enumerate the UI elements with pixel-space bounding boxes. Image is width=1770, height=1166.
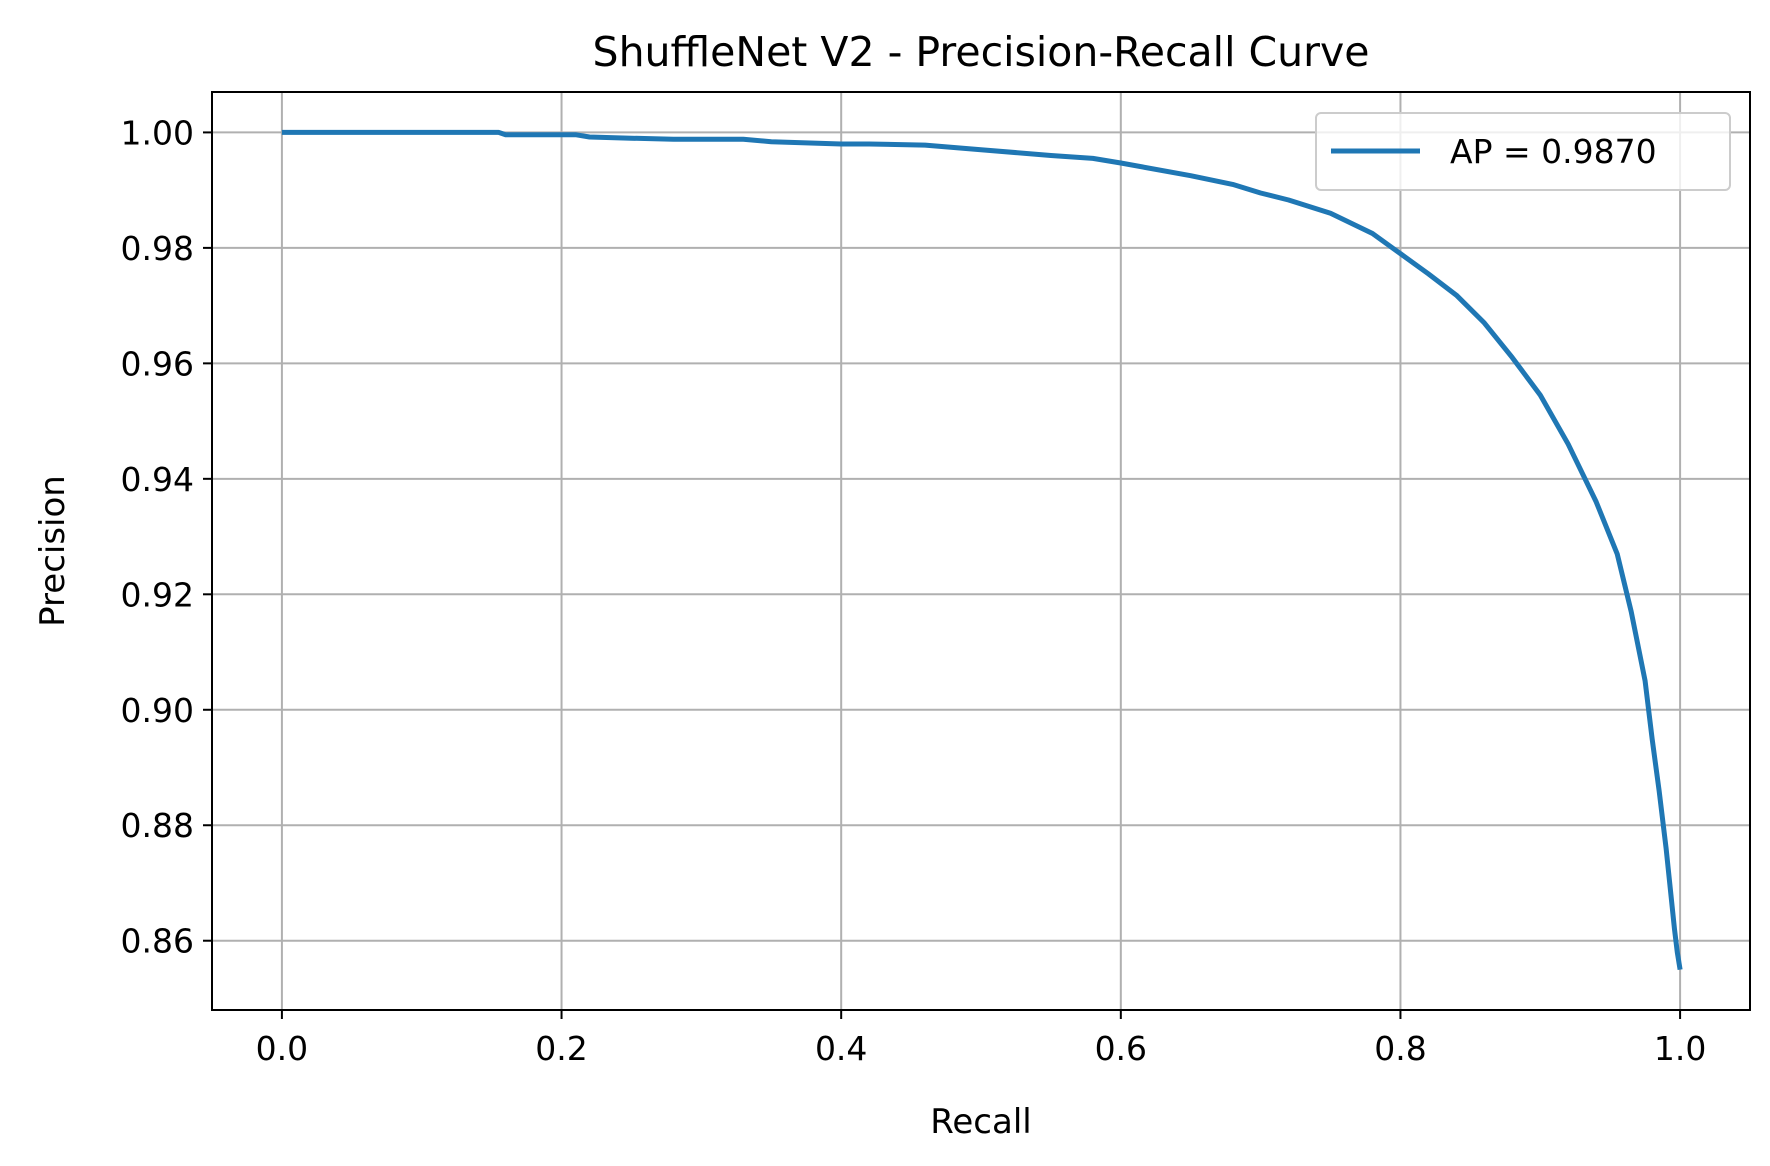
- x-tick-label: 0.4: [815, 1029, 867, 1068]
- y-tick-label: 0.92: [121, 575, 194, 614]
- y-axis-ticks: 0.86 0.88 0.90 0.92 0.94 0.96 0.98 1.00: [121, 113, 212, 961]
- chart-title: ShuffleNet V2 - Precision-Recall Curve: [593, 28, 1370, 76]
- y-tick-label: 0.90: [121, 691, 194, 730]
- x-axis-ticks: 0.0 0.2 0.4 0.6 0.8 1.0: [256, 1010, 1706, 1068]
- y-tick-label: 0.94: [121, 460, 194, 499]
- legend: AP = 0.9870: [1315, 112, 1731, 191]
- series-line: [281, 129, 1683, 970]
- legend-label: AP = 0.9870: [1450, 132, 1657, 171]
- y-tick-label: 0.98: [121, 229, 194, 268]
- plot-area: [212, 92, 1750, 1010]
- x-tick-label: 0.2: [535, 1029, 587, 1068]
- y-axis-label: Precision: [33, 475, 73, 627]
- y-tick-label: 0.88: [121, 806, 194, 845]
- legend-box: [1315, 112, 1731, 191]
- y-tick-label: 0.86: [121, 922, 194, 961]
- grid-lines: [212, 92, 1750, 1010]
- y-tick-label: 1.00: [121, 113, 194, 152]
- x-tick-label: 0.0: [256, 1029, 308, 1068]
- x-tick-label: 0.8: [1374, 1029, 1426, 1068]
- x-axis-label: Recall: [930, 1102, 1031, 1142]
- x-tick-label: 0.6: [1095, 1029, 1147, 1068]
- series-layer: [281, 129, 1683, 970]
- plot-frame: [211, 91, 1751, 1011]
- x-tick-label: 1.0: [1654, 1029, 1706, 1068]
- y-tick-label: 0.96: [121, 344, 194, 383]
